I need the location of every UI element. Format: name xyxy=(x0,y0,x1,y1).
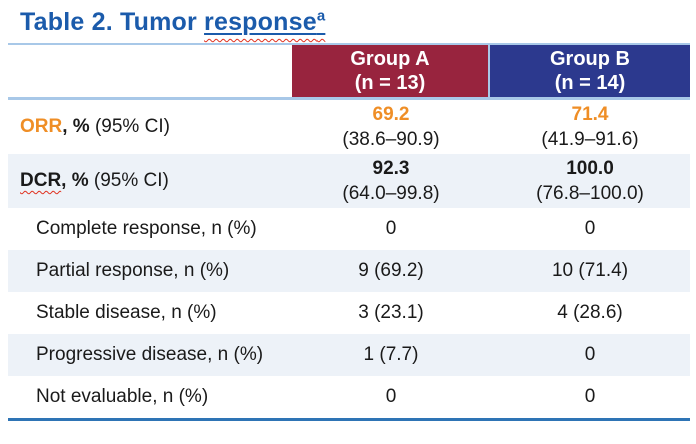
row-label-complete-response: Complete response, n (%) xyxy=(36,218,257,239)
dcr-group-b-cell: 100.0 (76.8–100.0) xyxy=(490,156,690,206)
table-row-stable-disease: Stable disease, n (%) 3 (23.1) 4 (28.6) xyxy=(8,292,690,334)
orr-group-a-cell: 69.2 (38.6–90.9) xyxy=(292,102,490,152)
complete-response-a: 0 xyxy=(385,218,397,239)
row-label-partial-response: Partial response, n (%) xyxy=(36,260,230,281)
tumor-response-table: Group A (n = 13) Group B (n = 14) ORR, %… xyxy=(8,43,690,421)
row-label-progressive-disease: Progressive disease, n (%) xyxy=(36,344,264,365)
header-spacer xyxy=(8,45,292,97)
dcr-label-bold: , % xyxy=(61,170,89,191)
partial-response-b: 10 (71.4) xyxy=(551,260,629,281)
table-row-dcr: DCR, % (95% CI) 92.3 (64.0–99.8) 100.0 (… xyxy=(8,154,690,208)
group-b-name: Group B xyxy=(550,48,630,70)
row-label-dcr: DCR, % (95% CI) xyxy=(8,170,292,192)
group-a-name: Group A xyxy=(350,48,430,70)
dcr-b-ci: (76.8–100.0) xyxy=(536,183,644,204)
table-row-complete-response: Complete response, n (%) 0 0 xyxy=(8,208,690,250)
row-label-stable-disease: Stable disease, n (%) xyxy=(36,302,217,323)
complete-response-b: 0 xyxy=(584,218,596,239)
table-row-partial-response: Partial response, n (%) 9 (69.2) 10 (71.… xyxy=(8,250,690,292)
dcr-a-ci: (64.0–99.8) xyxy=(342,183,440,204)
partial-response-a: 9 (69.2) xyxy=(358,260,424,281)
orr-b-value: 71.4 xyxy=(571,104,609,125)
dcr-group-a-cell: 92.3 (64.0–99.8) xyxy=(292,156,490,206)
table-header-row: Group A (n = 13) Group B (n = 14) xyxy=(8,43,690,100)
header-column-divider xyxy=(488,45,490,97)
stable-disease-b: 4 (28.6) xyxy=(557,302,623,323)
orr-group-b-cell: 71.4 (41.9–91.6) xyxy=(490,102,690,152)
orr-label-ci: (95% CI) xyxy=(89,116,170,137)
table-title: Table 2. Tumor responsea xyxy=(20,8,690,37)
orr-b-ci: (41.9–91.6) xyxy=(541,129,639,150)
table-title-word: response xyxy=(204,8,317,36)
dcr-acronym: DCR xyxy=(20,170,62,191)
footnote-marker: a xyxy=(316,7,326,25)
stable-disease-a: 3 (23.1) xyxy=(358,302,424,323)
table-row-orr: ORR, % (95% CI) 69.2 (38.6–90.9) 71.4 (4… xyxy=(8,100,690,154)
orr-acronym: ORR xyxy=(20,116,63,137)
row-label-orr: ORR, % (95% CI) xyxy=(8,116,292,138)
not-evaluable-a: 0 xyxy=(385,386,397,407)
row-label-not-evaluable: Not evaluable, n (%) xyxy=(36,386,209,407)
group-a-n: (n = 13) xyxy=(354,72,426,94)
progressive-disease-a: 1 (7.7) xyxy=(363,344,419,365)
group-b-n: (n = 14) xyxy=(554,72,626,94)
table-row-progressive-disease: Progressive disease, n (%) 1 (7.7) 0 xyxy=(8,334,690,376)
orr-a-value: 69.2 xyxy=(372,104,410,125)
dcr-a-value: 92.3 xyxy=(372,158,410,179)
orr-a-ci: (38.6–90.9) xyxy=(342,129,440,150)
not-evaluable-b: 0 xyxy=(584,386,596,407)
orr-label-bold: , % xyxy=(62,116,90,137)
header-group-a: Group A (n = 13) xyxy=(292,45,488,97)
spellcheck-squiggle: responsea xyxy=(204,8,325,36)
dcr-b-value: 100.0 xyxy=(566,158,614,179)
table-bottom-border xyxy=(8,418,690,421)
table-title-prefix: Table 2. Tumor xyxy=(20,8,205,36)
dcr-label-ci: (95% CI) xyxy=(88,170,169,191)
header-group-b: Group B (n = 14) xyxy=(490,45,690,97)
table-row-not-evaluable: Not evaluable, n (%) 0 0 xyxy=(8,376,690,418)
progressive-disease-b: 0 xyxy=(584,344,596,365)
table-title-underlined-word: responsea xyxy=(204,8,325,36)
